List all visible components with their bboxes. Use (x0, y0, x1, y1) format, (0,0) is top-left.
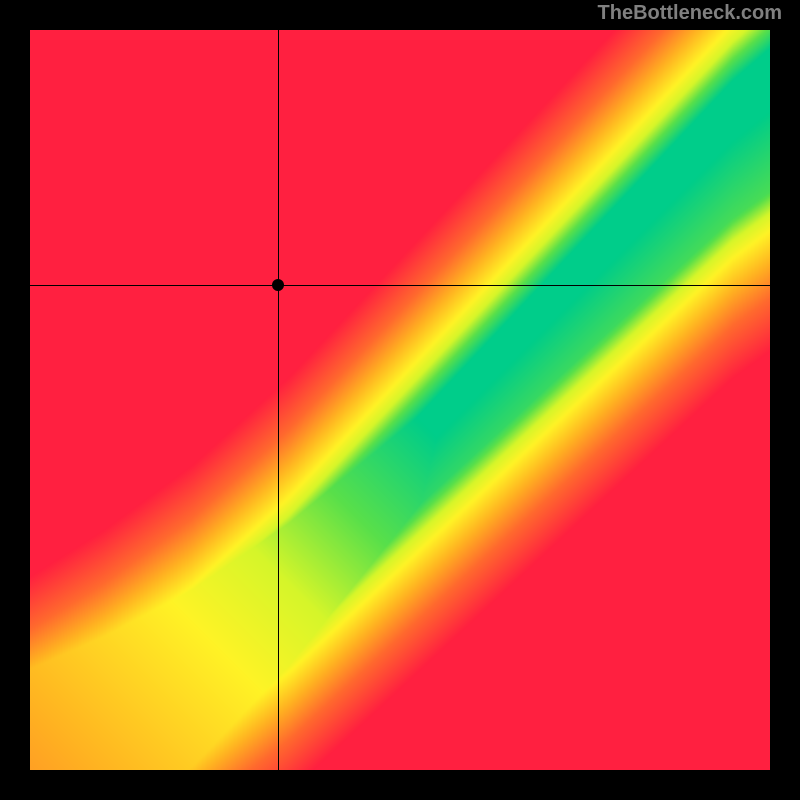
heatmap-plot (30, 30, 770, 770)
watermark-text: TheBottleneck.com (598, 2, 782, 25)
crosshair-horizontal (30, 285, 770, 286)
marker-point (272, 279, 284, 291)
crosshair-vertical (278, 30, 279, 770)
heatmap-canvas (30, 30, 770, 770)
